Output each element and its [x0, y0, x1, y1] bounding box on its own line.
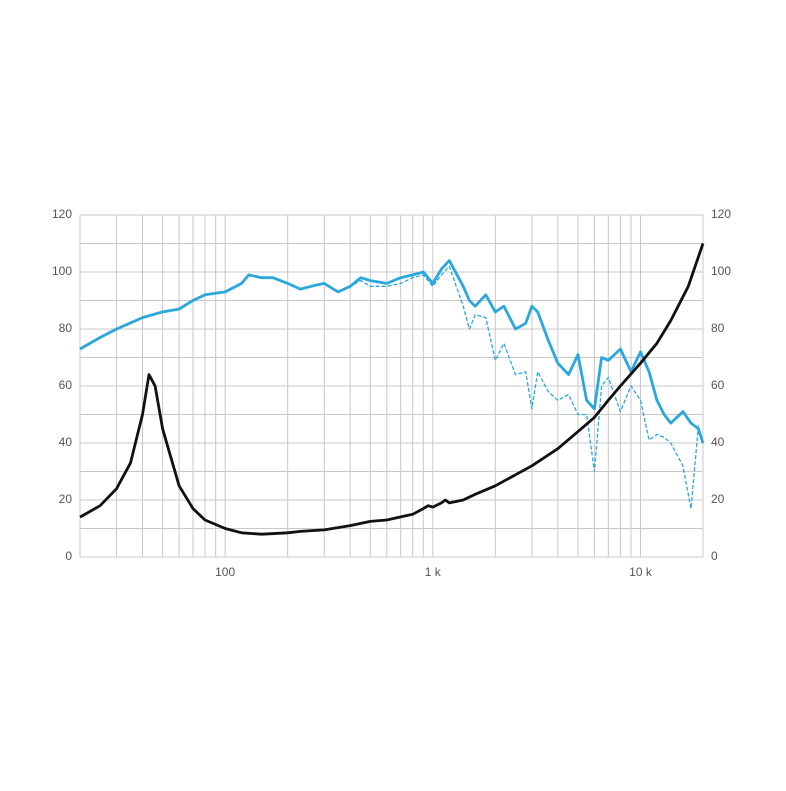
y-tick-label: 60 — [59, 378, 73, 392]
x-tick-label: 10 k — [629, 565, 653, 579]
y2-tick-label: 60 — [711, 378, 725, 392]
y2-tick-label: 0 — [711, 549, 718, 563]
y-tick-label: 120 — [52, 207, 72, 221]
series-line — [79, 259, 705, 444]
x-tick-label: 1 k — [425, 565, 442, 579]
y-tick-label: 80 — [59, 321, 73, 335]
y-tick-label: 20 — [59, 492, 73, 506]
y-tick-label: 100 — [52, 264, 72, 278]
y-tick-label: 40 — [59, 435, 73, 449]
y-tick-label: 0 — [65, 549, 72, 563]
series-line — [79, 265, 704, 510]
y2-tick-label: 20 — [711, 492, 725, 506]
x-tick-label: 100 — [215, 565, 235, 579]
series-line — [79, 243, 705, 536]
y2-tick-label: 40 — [711, 435, 725, 449]
y2-tick-label: 80 — [711, 321, 725, 335]
y2-tick-label: 100 — [711, 264, 731, 278]
y2-tick-label: 120 — [711, 207, 731, 221]
